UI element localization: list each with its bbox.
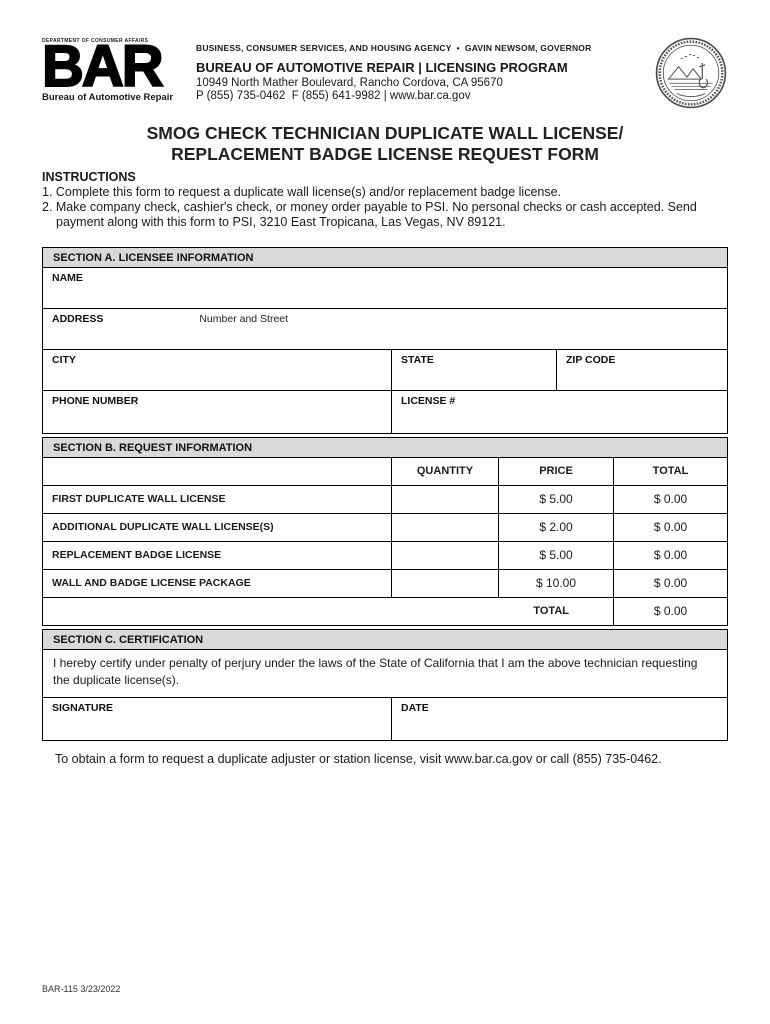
bar-logo-subtitle: Bureau of Automotive Repair bbox=[42, 92, 174, 103]
instruction-item-2: 2. Make company check, cashier's check, … bbox=[42, 200, 697, 229]
section-c-heading: SECTION C. CERTIFICATION bbox=[43, 630, 727, 650]
logo-department-text: DEPARTMENT OF CONSUMER AFFAIRS bbox=[42, 38, 149, 44]
total-column-header: TOTAL bbox=[613, 458, 727, 485]
license-number-label: LICENSE # bbox=[401, 395, 456, 407]
grand-total-label: TOTAL bbox=[533, 605, 569, 617]
row-2-total: $ 0.00 bbox=[613, 514, 727, 541]
quantity-column-header: QUANTITY bbox=[391, 458, 498, 485]
form-page: DEPARTMENT OF CONSUMER AFFAIRS BAR Burea… bbox=[41, 0, 728, 766]
zip-label: ZIP CODE bbox=[566, 354, 616, 366]
row-4-label: WALL AND BADGE LICENSE PACKAGE bbox=[52, 577, 251, 589]
row-3-quantity-input[interactable] bbox=[391, 542, 498, 569]
california-state-seal-icon bbox=[655, 37, 727, 109]
city-label: CITY bbox=[52, 354, 76, 366]
address-line: 10949 North Mather Boulevard, Rancho Cor… bbox=[196, 77, 503, 89]
signature-field[interactable]: SIGNATURE bbox=[43, 698, 391, 740]
row-2-label: ADDITIONAL DUPLICATE WALL LICENSE(S) bbox=[52, 521, 274, 533]
address-hint: Number and Street bbox=[199, 313, 289, 325]
form-title-line2: REPLACEMENT BADGE LICENSE REQUEST FORM bbox=[171, 144, 599, 164]
instructions-heading: INSTRUCTIONS bbox=[42, 170, 136, 184]
row-4-price: $ 10.00 bbox=[498, 570, 613, 597]
row-1-total: $ 0.00 bbox=[613, 486, 727, 513]
section-b: SECTION B. REQUEST INFORMATION QUANTITY … bbox=[42, 437, 728, 626]
section-c: SECTION C. CERTIFICATION I hereby certif… bbox=[42, 629, 728, 741]
address-field[interactable]: ADDRESS Number and Street bbox=[43, 309, 727, 349]
grand-total-row: TOTAL $ 0.00 bbox=[43, 597, 727, 625]
section-b-heading: SECTION B. REQUEST INFORMATION bbox=[43, 438, 727, 458]
form-title-line1: SMOG CHECK TECHNICIAN DUPLICATE WALL LIC… bbox=[146, 123, 624, 143]
name-field[interactable]: NAME bbox=[43, 268, 727, 308]
grand-total-value: $ 0.00 bbox=[613, 598, 727, 625]
agency-address-block: BUSINESS, CONSUMER SERVICES, AND HOUSING… bbox=[196, 38, 648, 102]
zip-field[interactable]: ZIP CODE bbox=[556, 350, 727, 390]
form-number: BAR-115 3/23/2022 bbox=[42, 984, 121, 994]
price-column-header: PRICE bbox=[498, 458, 613, 485]
table-row: ADDITIONAL DUPLICATE WALL LICENSE(S) $ 2… bbox=[43, 513, 727, 541]
instructions: INSTRUCTIONS 1. Complete this form to re… bbox=[42, 170, 728, 230]
table-row: WALL AND BADGE LICENSE PACKAGE $ 10.00 $… bbox=[43, 569, 727, 597]
phone-label: PHONE NUMBER bbox=[52, 395, 139, 407]
date-field[interactable]: DATE bbox=[391, 697, 727, 740]
bar-logo: DEPARTMENT OF CONSUMER AFFAIRS BAR Burea… bbox=[41, 34, 182, 104]
row-3-label: REPLACEMENT BADGE LICENSE bbox=[52, 549, 222, 561]
signature-label: SIGNATURE bbox=[52, 701, 114, 714]
contact-line: P (855) 735-0462 F (855) 641-9982 | www.… bbox=[196, 90, 471, 102]
agency-line: BUSINESS, CONSUMER SERVICES, AND HOUSING… bbox=[196, 43, 592, 53]
state-label: STATE bbox=[401, 354, 434, 366]
table-row: FIRST DUPLICATE WALL LICENSE $ 5.00 $ 0.… bbox=[43, 485, 727, 513]
bureau-line: BUREAU OF AUTOMOTIVE REPAIR | LICENSING … bbox=[196, 60, 568, 75]
row-1-quantity-input[interactable] bbox=[391, 486, 498, 513]
address-label: ADDRESS Number and Street bbox=[52, 313, 289, 325]
footnote: To obtain a form to request a duplicate … bbox=[55, 751, 662, 766]
form-title: SMOG CHECK TECHNICIAN DUPLICATE WALL LIC… bbox=[42, 123, 728, 165]
row-1-price: $ 5.00 bbox=[498, 486, 613, 513]
row-4-quantity-input[interactable] bbox=[391, 570, 498, 597]
section-a: SECTION A. LICENSEE INFORMATION NAME ADD… bbox=[42, 247, 728, 434]
state-field[interactable]: STATE bbox=[391, 350, 556, 390]
row-2-quantity-input[interactable] bbox=[391, 514, 498, 541]
row-3-price: $ 5.00 bbox=[498, 542, 613, 569]
row-1-label: FIRST DUPLICATE WALL LICENSE bbox=[52, 493, 226, 505]
certification-statement: I hereby certify under penalty of perjur… bbox=[53, 656, 698, 688]
date-label: DATE bbox=[401, 701, 429, 714]
row-4-total: $ 0.00 bbox=[613, 570, 727, 597]
section-a-heading: SECTION A. LICENSEE INFORMATION bbox=[43, 248, 727, 268]
license-number-field[interactable]: LICENSE # bbox=[391, 391, 727, 433]
row-3-total: $ 0.00 bbox=[613, 542, 727, 569]
row-2-price: $ 2.00 bbox=[498, 514, 613, 541]
item-column-header bbox=[43, 458, 391, 485]
bar-logo-acronym: BAR bbox=[41, 34, 165, 99]
letterhead: DEPARTMENT OF CONSUMER AFFAIRS BAR Burea… bbox=[41, 34, 728, 110]
name-label: NAME bbox=[52, 272, 83, 284]
city-field[interactable]: CITY bbox=[43, 350, 391, 390]
instruction-item-1: 1. Complete this form to request a dupli… bbox=[42, 185, 562, 199]
table-row: REPLACEMENT BADGE LICENSE $ 5.00 $ 0.00 bbox=[43, 541, 727, 569]
phone-field[interactable]: PHONE NUMBER bbox=[43, 391, 391, 433]
